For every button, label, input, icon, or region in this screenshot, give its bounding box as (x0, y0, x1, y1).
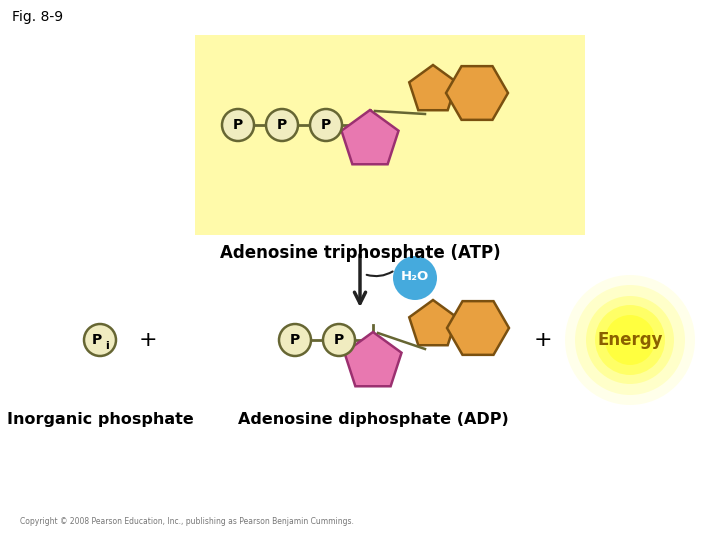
Text: Copyright © 2008 Pearson Education, Inc., publishing as Pearson Benjamin Cumming: Copyright © 2008 Pearson Education, Inc.… (20, 517, 354, 526)
FancyArrowPatch shape (366, 272, 392, 276)
Circle shape (84, 324, 116, 356)
Text: i: i (105, 341, 109, 351)
Circle shape (575, 285, 685, 395)
Circle shape (222, 109, 254, 141)
Polygon shape (446, 66, 508, 120)
Text: Energy: Energy (598, 331, 662, 349)
Text: Adenosine diphosphate (ADP): Adenosine diphosphate (ADP) (238, 412, 508, 427)
Text: +: + (534, 330, 552, 350)
Circle shape (605, 315, 655, 365)
Circle shape (393, 256, 437, 300)
Polygon shape (447, 301, 509, 355)
Circle shape (266, 109, 298, 141)
Polygon shape (344, 332, 402, 386)
Text: Adenosine triphosphate (ATP): Adenosine triphosphate (ATP) (220, 244, 500, 262)
Circle shape (279, 324, 311, 356)
Circle shape (310, 109, 342, 141)
Text: Fig. 8-9: Fig. 8-9 (12, 10, 63, 24)
Text: +: + (139, 330, 157, 350)
Circle shape (565, 275, 695, 405)
Circle shape (586, 296, 674, 384)
Text: H₂O: H₂O (401, 271, 429, 284)
Circle shape (595, 305, 665, 375)
Polygon shape (409, 300, 456, 345)
Circle shape (323, 324, 355, 356)
Polygon shape (341, 110, 399, 164)
Text: P: P (290, 333, 300, 347)
Text: P: P (92, 333, 102, 347)
Text: P: P (321, 118, 331, 132)
Text: Inorganic phosphate: Inorganic phosphate (6, 412, 194, 427)
Polygon shape (409, 65, 456, 110)
Text: P: P (277, 118, 287, 132)
FancyBboxPatch shape (195, 35, 585, 235)
Text: P: P (334, 333, 344, 347)
Text: P: P (233, 118, 243, 132)
